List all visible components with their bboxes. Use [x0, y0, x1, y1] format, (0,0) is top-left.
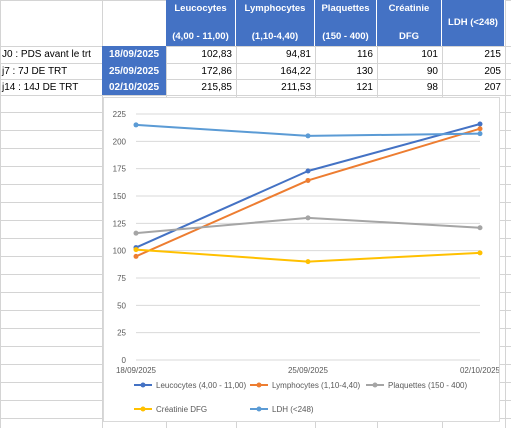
data-point	[305, 133, 311, 139]
table-cell[interactable]: 90	[426, 65, 438, 77]
legend-label: Leucocytes (4,00 - 11,00)	[156, 381, 246, 390]
table-cell[interactable]: 102,83	[201, 49, 232, 60]
row-label[interactable]: j14 : 14J DE TRT	[2, 81, 79, 93]
legend-item: Plaquettes (150 - 400)	[366, 381, 467, 390]
column-header[interactable]: Leucocytes (4,00 - 11,00)	[166, 0, 236, 46]
column-header-line2: (150 - 400)	[322, 31, 369, 42]
data-point	[477, 121, 483, 127]
column-header-line2: (1,10-4,40)	[251, 31, 299, 42]
data-point	[305, 177, 311, 183]
legend-label: Lymphocytes (1,10-4,40)	[272, 381, 361, 390]
column-header-line1: LDH (<248)	[448, 17, 498, 28]
column-header-line1: Plaquettes	[321, 3, 370, 14]
x-tick-label: 02/10/2025	[460, 366, 499, 375]
row-label[interactable]: j7 : 7J DE TRT	[2, 65, 68, 77]
table-cell[interactable]: 94,81	[285, 49, 311, 60]
line-chart[interactable]: 0 25 50 75 100 125 150 175 200 225 18/09/2025 25/09…	[103, 97, 501, 422]
data-point	[133, 247, 139, 253]
chart-canvas: 0 25 50 75 100 125 150 175 200 225 18/09/2025 25/09…	[113, 110, 501, 414]
column-header-line1: Leucocytes	[174, 3, 227, 14]
legend-marker	[256, 406, 262, 412]
table-cell[interactable]: 98	[426, 81, 438, 93]
column-header[interactable]: Créatinie DFG	[377, 0, 442, 46]
data-point	[477, 126, 483, 132]
x-tick-label: 25/09/2025	[288, 366, 329, 375]
column-header-line2: (4,00 - 11,00)	[172, 31, 229, 42]
data-point	[305, 259, 311, 265]
table-cell[interactable]: 205	[484, 65, 501, 77]
legend-item: Leucocytes (4,00 - 11,00)	[134, 381, 246, 390]
legend-item: Lymphocytes (1,10-4,40)	[250, 381, 361, 390]
legend-label: Plaquettes (150 - 400)	[388, 381, 467, 390]
legend-label: LDH (<248)	[272, 405, 314, 414]
row-label[interactable]: J0 : PDS avant le trt	[2, 49, 91, 60]
table-cell[interactable]: 211,53	[281, 81, 311, 93]
table-cell[interactable]: 116	[357, 49, 373, 60]
legend-item: Créatinie DFG	[134, 405, 207, 414]
data-point	[133, 230, 139, 236]
y-tick-label: 0	[122, 356, 127, 365]
legend-marker	[140, 406, 146, 412]
data-point	[305, 168, 311, 174]
table-cell[interactable]: 172,86	[201, 65, 232, 77]
column-header[interactable]: Lymphocytes (1,10-4,40)	[236, 0, 315, 46]
y-tick-label: 25	[117, 329, 126, 338]
table-cell[interactable]: 101	[421, 49, 438, 60]
legend-marker	[372, 382, 378, 388]
y-tick-label: 175	[113, 165, 127, 174]
y-tick-label: 225	[113, 110, 127, 119]
table-cell[interactable]: 207	[484, 81, 501, 93]
data-point	[477, 131, 483, 137]
column-header-line1: Créatinie	[388, 3, 430, 14]
data-point	[477, 225, 483, 231]
row-date[interactable]: 02/10/2025	[102, 79, 166, 95]
table-cell[interactable]: 130	[356, 65, 373, 77]
table-cell[interactable]: 164,22	[280, 65, 311, 77]
y-tick-label: 125	[113, 219, 127, 228]
y-tick-label: 75	[117, 274, 126, 283]
legend-item: LDH (<248)	[250, 405, 314, 414]
y-tick-label: 100	[113, 247, 127, 256]
y-tick-label: 50	[117, 301, 126, 310]
y-tick-label: 150	[113, 192, 127, 201]
table-cell[interactable]: 215	[484, 49, 501, 60]
table-cell[interactable]: 215,85	[201, 81, 232, 93]
column-header[interactable]: Plaquettes (150 - 400)	[315, 0, 377, 46]
column-header-line2: DFG	[398, 31, 420, 42]
legend-marker	[140, 382, 146, 388]
row-date[interactable]: 25/09/2025	[102, 63, 166, 79]
y-tick-label: 200	[113, 137, 127, 146]
table-cell[interactable]: 121	[356, 81, 373, 93]
series-line	[135, 127, 481, 258]
column-header[interactable]: LDH (<248)	[442, 0, 505, 46]
legend-marker	[256, 382, 262, 388]
legend-label: Créatinie DFG	[156, 405, 207, 414]
column-header-line1: Lymphocytes	[244, 3, 306, 14]
row-date[interactable]: 18/09/2025	[102, 46, 166, 63]
data-point	[305, 215, 311, 221]
data-point	[133, 253, 139, 259]
data-point	[477, 250, 483, 256]
data-point	[133, 122, 139, 128]
x-tick-label: 18/09/2025	[116, 366, 157, 375]
